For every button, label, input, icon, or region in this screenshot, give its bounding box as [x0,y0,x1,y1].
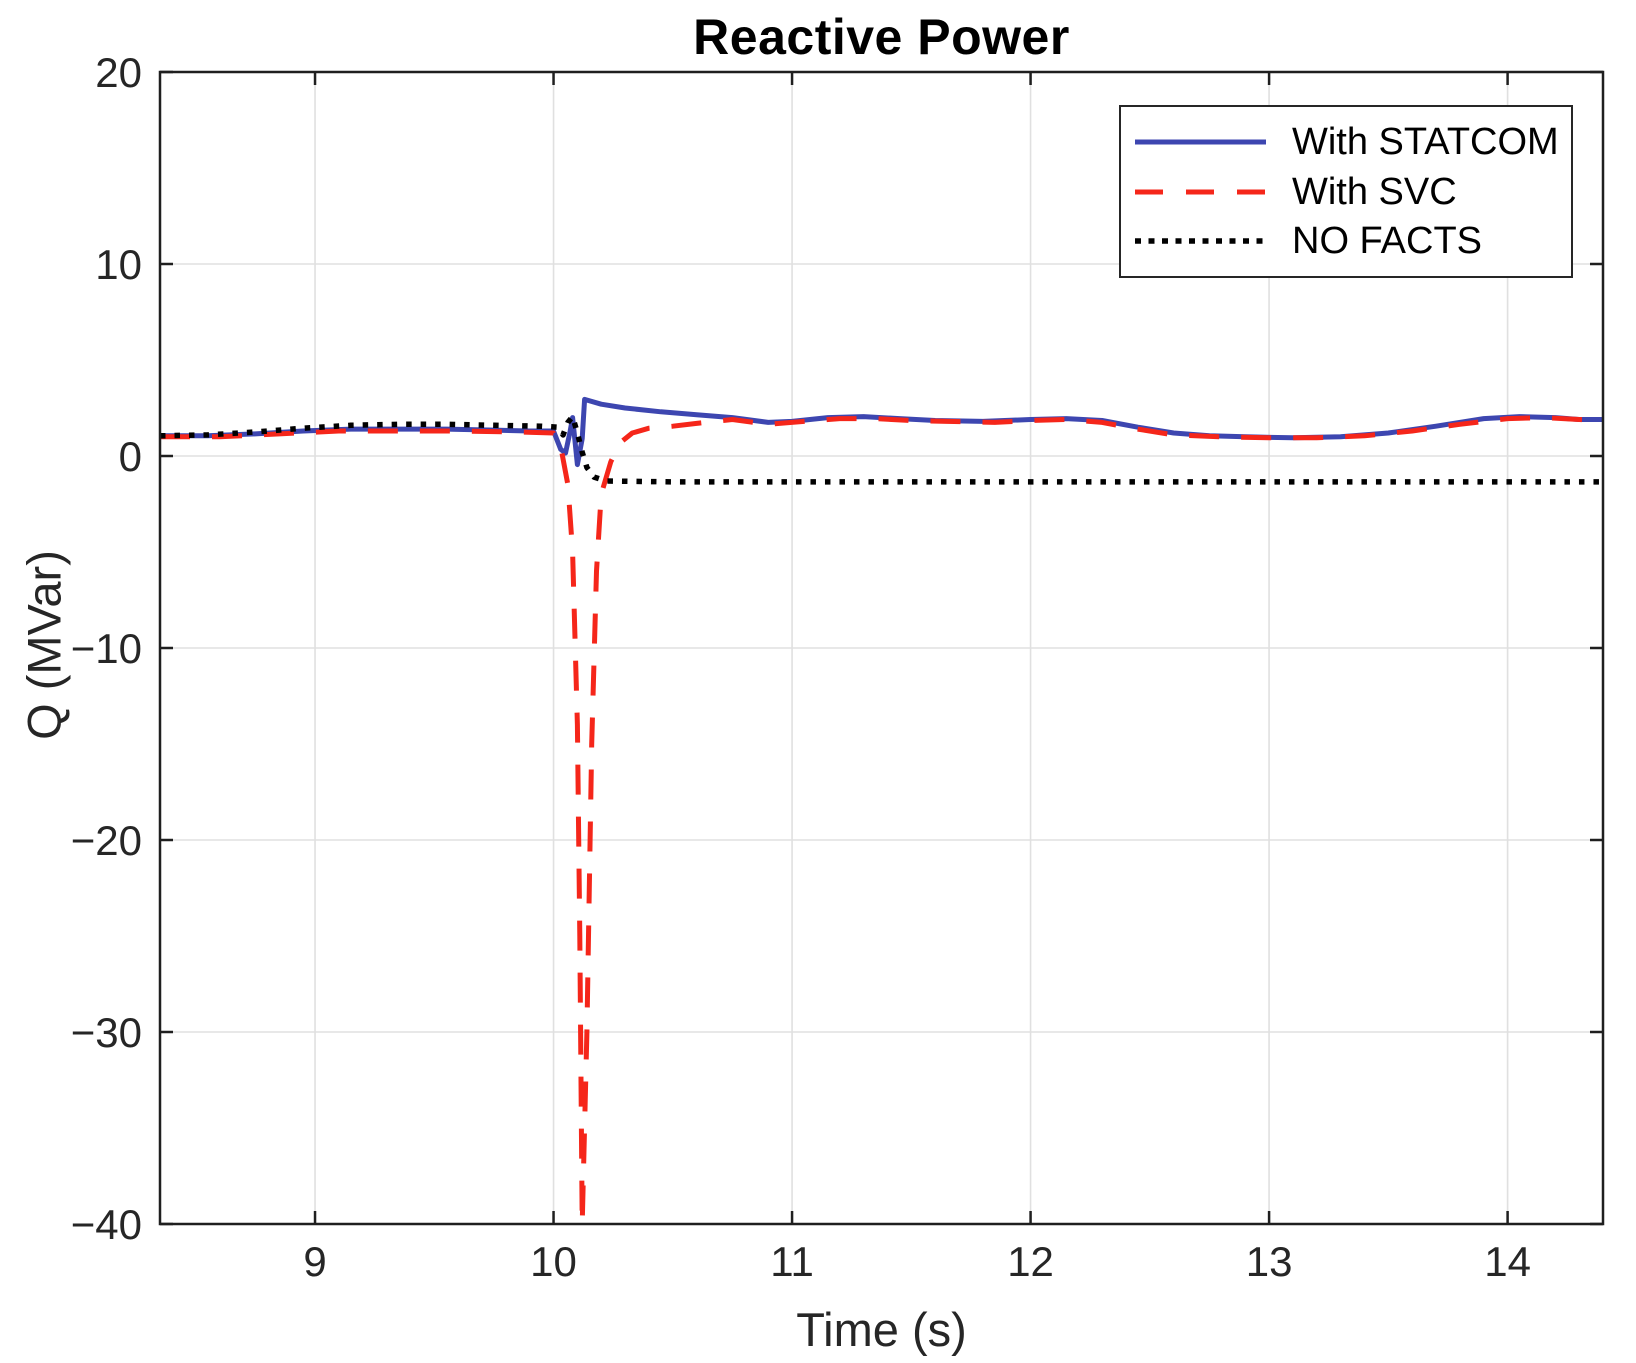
tick-label-x-11: 11 [770,1238,814,1285]
legend: With STATCOM With SVC NO FACTS [1119,105,1573,278]
series-group [160,396,1603,1224]
tick-label-y--20: −20 [71,817,142,864]
chart-title: Reactive Power [693,9,1070,65]
legend-item-statcom: With STATCOM [1135,123,1559,161]
x-axis-title: Time (s) [796,1303,967,1356]
tick-label-y--40: −40 [71,1201,142,1248]
legend-label-nofacts: NO FACTS [1292,220,1483,263]
tick-label-y-0: 0 [119,433,142,480]
tick-label-y-20: 20 [95,49,142,96]
tick-label-y--30: −30 [71,1009,142,1056]
legend-item-svc: With SVC [1135,173,1559,211]
tick-label-x-12: 12 [1007,1238,1054,1285]
tick-label-x-14: 14 [1484,1238,1531,1285]
series-line-with-svc [160,415,1603,1224]
tick-label-y-10: 10 [95,241,142,288]
legend-label-statcom: With STATCOM [1292,120,1559,163]
y-axis-title: Q (MVar) [17,550,71,740]
legend-label-svc: With SVC [1292,170,1457,213]
legend-line-sample-nofacts [1135,238,1266,244]
series-line-with-statcom [160,396,1603,468]
legend-item-nofacts: NO FACTS [1135,222,1559,260]
tick-label-y--10: −10 [71,625,142,672]
tick-label-x-13: 13 [1246,1238,1293,1285]
series-line-no-facts [160,413,1603,485]
legend-line-sample-svc [1135,189,1266,194]
tick-label-x-10: 10 [530,1238,577,1285]
tick-label-x-9: 9 [303,1238,326,1285]
legend-line-sample-statcom [1135,139,1266,145]
